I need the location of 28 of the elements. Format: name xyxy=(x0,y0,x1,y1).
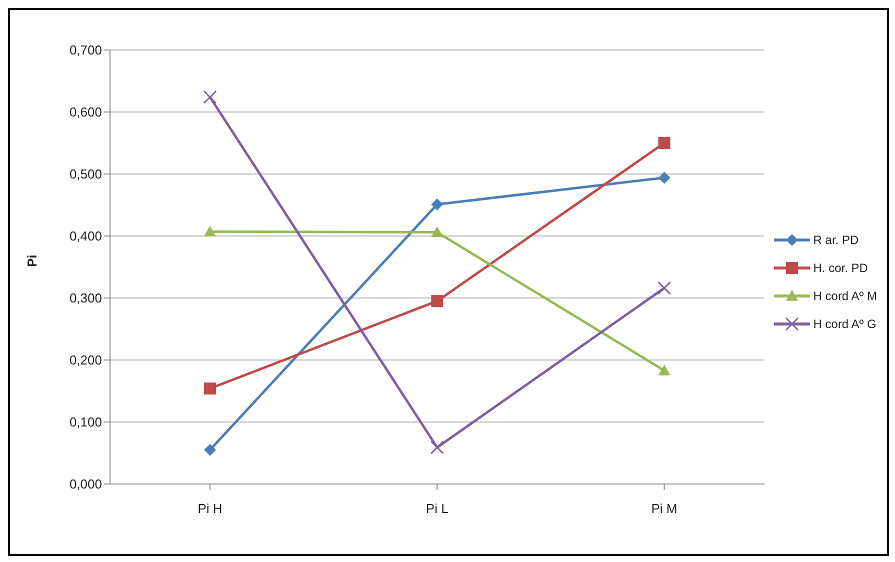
point xyxy=(431,226,444,238)
legend-label: H cord Aº G xyxy=(813,317,876,331)
y-tick-label: 0,600 xyxy=(69,104,102,120)
y-tick-label: 0,300 xyxy=(69,290,102,306)
point xyxy=(658,137,670,149)
point xyxy=(658,281,672,295)
y-tick-label: 0,000 xyxy=(69,476,102,492)
y-tick-label: 0,400 xyxy=(69,228,102,244)
x-tick-label: Pi H xyxy=(198,501,222,516)
point xyxy=(204,444,216,456)
y-tick-label: 0,500 xyxy=(69,166,102,182)
y-tick-label: 0,200 xyxy=(69,352,102,368)
point xyxy=(431,295,444,308)
point xyxy=(431,198,444,210)
legend-label: H. cor. PD xyxy=(813,261,868,275)
x-tick-label: Pi L xyxy=(426,501,448,516)
y-tick-label: 0,700 xyxy=(69,42,102,58)
legend-label: H cord Aº M xyxy=(813,289,877,303)
point xyxy=(658,364,670,376)
x-tick-label: Pi M xyxy=(651,501,678,516)
legend-label: R ar. PD xyxy=(813,233,859,247)
y-axis-title: Pi xyxy=(24,254,40,267)
y-tick-label: 0,100 xyxy=(69,414,102,430)
point xyxy=(204,382,216,395)
point xyxy=(658,172,670,184)
point xyxy=(203,90,217,104)
point xyxy=(204,226,216,236)
point xyxy=(430,440,444,454)
